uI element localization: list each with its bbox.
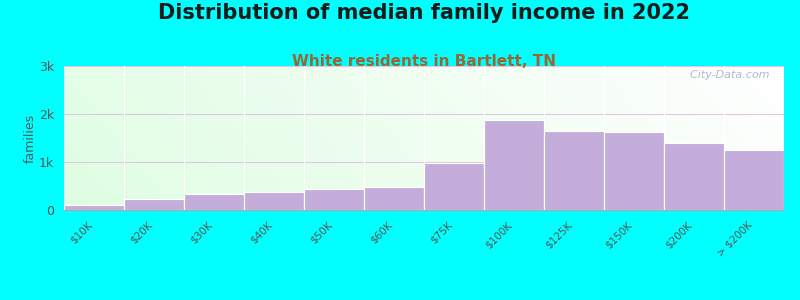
Bar — [124, 200, 184, 210]
Bar — [604, 132, 664, 210]
Bar — [484, 120, 544, 210]
Bar — [664, 143, 724, 210]
Bar — [244, 192, 304, 210]
Y-axis label: families: families — [23, 113, 36, 163]
Bar — [184, 194, 244, 210]
Bar — [364, 188, 424, 210]
Bar — [304, 189, 364, 210]
Bar — [424, 164, 484, 210]
Text: City-Data.com: City-Data.com — [683, 70, 770, 80]
Text: Distribution of median family income in 2022: Distribution of median family income in … — [158, 3, 690, 23]
Bar — [64, 205, 124, 210]
Bar — [544, 131, 604, 210]
Text: White residents in Bartlett, TN: White residents in Bartlett, TN — [292, 54, 556, 69]
Bar — [724, 150, 784, 210]
